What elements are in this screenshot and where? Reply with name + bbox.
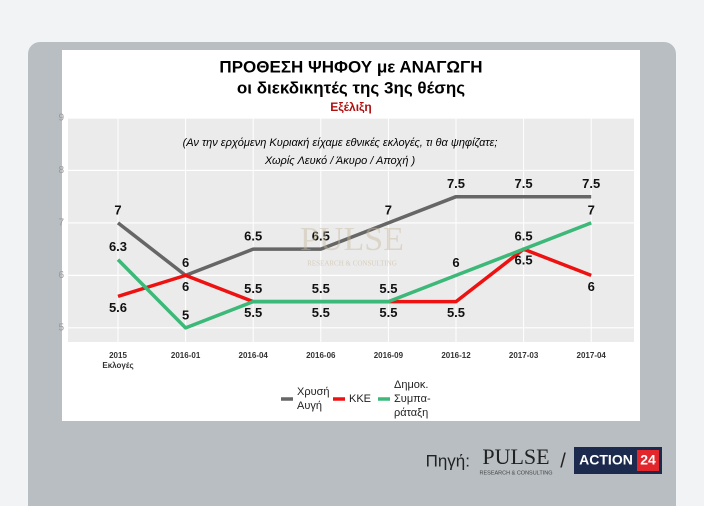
legend-label: Χρυσή Αυγή bbox=[297, 386, 330, 412]
data-label: 6 bbox=[588, 279, 595, 294]
x-tick-label: 2017-03 bbox=[509, 351, 539, 360]
x-tick-label: 2016-12 bbox=[441, 351, 471, 360]
data-label: 6 bbox=[452, 255, 459, 270]
separator: / bbox=[560, 450, 566, 472]
x-tick-label: 2016-06 bbox=[306, 351, 336, 360]
legend-label: Δημοκ. Συμπα-ράταξη bbox=[394, 379, 431, 419]
annotation: Χωρίς Λευκό / Άκυρο / Αποχή ) bbox=[264, 155, 416, 167]
x-tick-label: 2016-01 bbox=[171, 351, 201, 360]
x-tick-label: 2016-09 bbox=[374, 351, 404, 360]
y-tick-label: 6 bbox=[58, 270, 64, 281]
data-label: 5.5 bbox=[447, 305, 465, 320]
data-label: 5.5 bbox=[312, 281, 330, 296]
legend-label: ΚΚΕ bbox=[349, 393, 371, 405]
data-label: 5.5 bbox=[244, 281, 262, 296]
data-label: 7.5 bbox=[582, 176, 600, 191]
x-tick-label: 2016-04 bbox=[239, 351, 269, 360]
action-logo-text: ACTION bbox=[579, 452, 633, 468]
series-line bbox=[116, 194, 592, 278]
data-label: 6.5 bbox=[515, 253, 533, 268]
y-tick-label: 7 bbox=[58, 218, 64, 229]
data-label: 6.5 bbox=[312, 229, 330, 244]
data-label: 5.6 bbox=[109, 300, 127, 315]
data-label: 5.5 bbox=[379, 281, 397, 296]
data-label: 5 bbox=[182, 307, 189, 322]
data-label: 7 bbox=[385, 202, 392, 217]
y-tick-label: 9 bbox=[58, 113, 64, 124]
annotation: (Αν την ερχόμενη Κυριακή είχαμε εθνικές … bbox=[183, 137, 498, 149]
data-label: 5.5 bbox=[312, 305, 330, 320]
data-label: 7 bbox=[114, 202, 121, 217]
action-logo-num: 24 bbox=[640, 452, 656, 468]
data-label: 7.5 bbox=[515, 176, 533, 191]
data-label: 5.5 bbox=[379, 305, 397, 320]
watermark: PULSE bbox=[300, 221, 404, 258]
pulse-tag: RESEARCH & CONSULTING bbox=[480, 470, 553, 476]
chart-title-2: οι διεκδικητές της 3ης θέσης bbox=[237, 78, 465, 97]
data-label: 7 bbox=[588, 202, 595, 217]
data-label: 7.5 bbox=[447, 176, 465, 191]
data-label: 6.5 bbox=[244, 229, 262, 244]
data-label: 5.5 bbox=[244, 305, 262, 320]
series-line bbox=[116, 221, 592, 330]
y-tick-label: 5 bbox=[58, 322, 64, 333]
watermark-tag: RESEARCH & CONSULTING bbox=[307, 260, 397, 268]
chart-subtitle: Εξέλιξη bbox=[330, 100, 371, 114]
pulse-logo: PULSE bbox=[482, 444, 549, 469]
source-label: Πηγή: bbox=[426, 451, 470, 470]
data-label: 6 bbox=[182, 279, 189, 294]
data-label: 6.3 bbox=[109, 239, 127, 254]
data-label: 6.5 bbox=[515, 229, 533, 244]
x-tick-label: 2015 Εκλογές bbox=[102, 351, 133, 370]
chart-title: ΠΡΟΘΕΣΗ ΨΗΦΟΥ με ΑΝΑΓΩΓΗ bbox=[219, 57, 482, 76]
data-label: 6 bbox=[182, 255, 189, 270]
action-logo-num-box bbox=[637, 450, 659, 471]
y-tick-label: 8 bbox=[58, 165, 64, 176]
x-tick-label: 2017-04 bbox=[577, 351, 607, 360]
